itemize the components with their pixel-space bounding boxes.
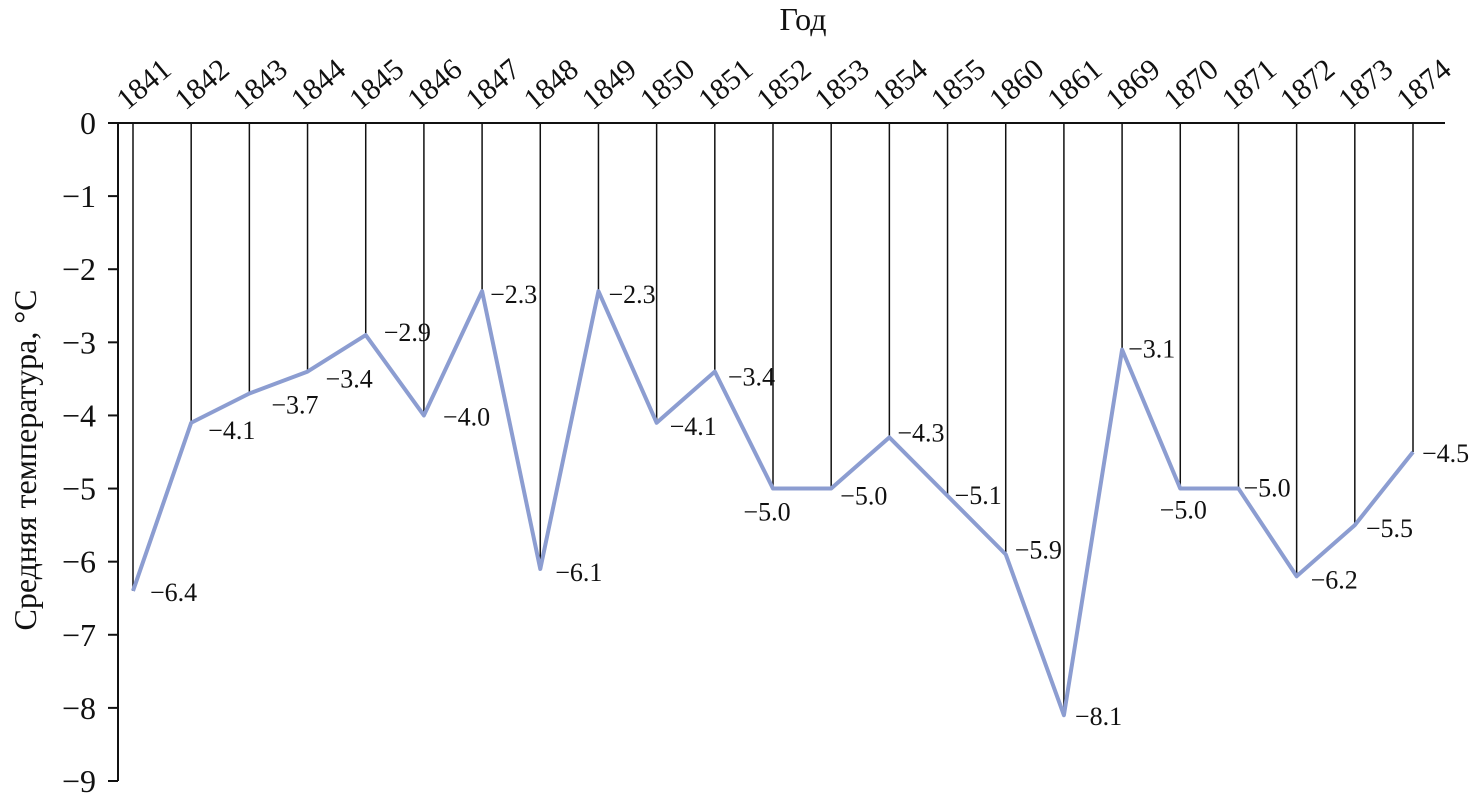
x-tick-label: 1841 (110, 53, 177, 117)
x-tick-label: 1869 (1099, 53, 1166, 117)
data-label: −3.1 (1128, 335, 1175, 364)
y-axis-title: Средняя температура, °C (7, 289, 43, 630)
x-tick-label: 1851 (692, 53, 759, 117)
data-label: −3.4 (326, 365, 373, 394)
data-label: −8.1 (1075, 702, 1122, 731)
x-tick-label: 1842 (168, 53, 235, 117)
data-label: −3.7 (271, 391, 318, 420)
data-label: −4.1 (208, 416, 255, 445)
data-label: −5.0 (1160, 496, 1207, 525)
x-tick-label: 1847 (459, 53, 526, 117)
x-tick-label: 1871 (1216, 53, 1283, 117)
data-label: −4.5 (1422, 439, 1469, 468)
x-tick-label: 1855 (925, 53, 992, 117)
data-label: −4.3 (897, 418, 944, 447)
data-label: −5.1 (955, 481, 1002, 510)
y-tick-label: −9 (62, 763, 96, 799)
data-label: −6.4 (150, 578, 197, 607)
x-axis-title: Год (779, 1, 826, 37)
x-tick-label: 1843 (227, 53, 294, 117)
data-label: −4.0 (443, 402, 490, 431)
x-tick-label: 1860 (983, 53, 1050, 117)
y-tick-label: −2 (62, 251, 96, 287)
y-tick-label: −1 (62, 178, 96, 214)
data-label: −3.4 (728, 363, 775, 392)
data-label: −5.9 (1015, 535, 1062, 564)
y-tick-label: 0 (80, 105, 96, 141)
data-label: −5.0 (840, 482, 887, 511)
data-label: −2.9 (384, 318, 431, 347)
y-tick-label: −6 (62, 544, 96, 580)
y-tick-label: −7 (62, 617, 96, 653)
data-label: −6.1 (555, 558, 602, 587)
y-tick-label: −5 (62, 471, 96, 507)
y-tick-label: −4 (62, 397, 96, 433)
data-label: −5.0 (743, 498, 790, 527)
data-label: −5.0 (1243, 474, 1290, 503)
data-label: −2.3 (608, 280, 655, 309)
x-tick-label: 1852 (750, 53, 817, 117)
x-tick-label: 1846 (401, 53, 468, 117)
x-tick-label: 1870 (1158, 53, 1225, 117)
x-tick-label: 1873 (1332, 53, 1399, 117)
x-tick-label: 1874 (1390, 53, 1457, 117)
y-tick-label: −3 (62, 324, 96, 360)
x-tick-label: 1861 (1041, 53, 1108, 117)
data-label: −4.1 (670, 412, 717, 441)
x-tick-label: 1849 (576, 53, 643, 117)
data-label: −5.5 (1366, 514, 1413, 543)
data-line (131, 289, 1415, 718)
x-tick-label: 1854 (867, 53, 934, 117)
x-tick-label: 1845 (343, 53, 410, 117)
x-tick-label: 1853 (808, 53, 875, 117)
x-tick-label: 1850 (634, 53, 701, 117)
y-tick-label: −8 (62, 690, 96, 726)
data-label: −2.3 (490, 280, 537, 309)
data-label: −6.2 (1311, 565, 1358, 594)
x-tick-label: 1848 (518, 53, 585, 117)
x-tick-label: 1844 (285, 53, 352, 117)
x-tick-label: 1872 (1274, 53, 1341, 117)
